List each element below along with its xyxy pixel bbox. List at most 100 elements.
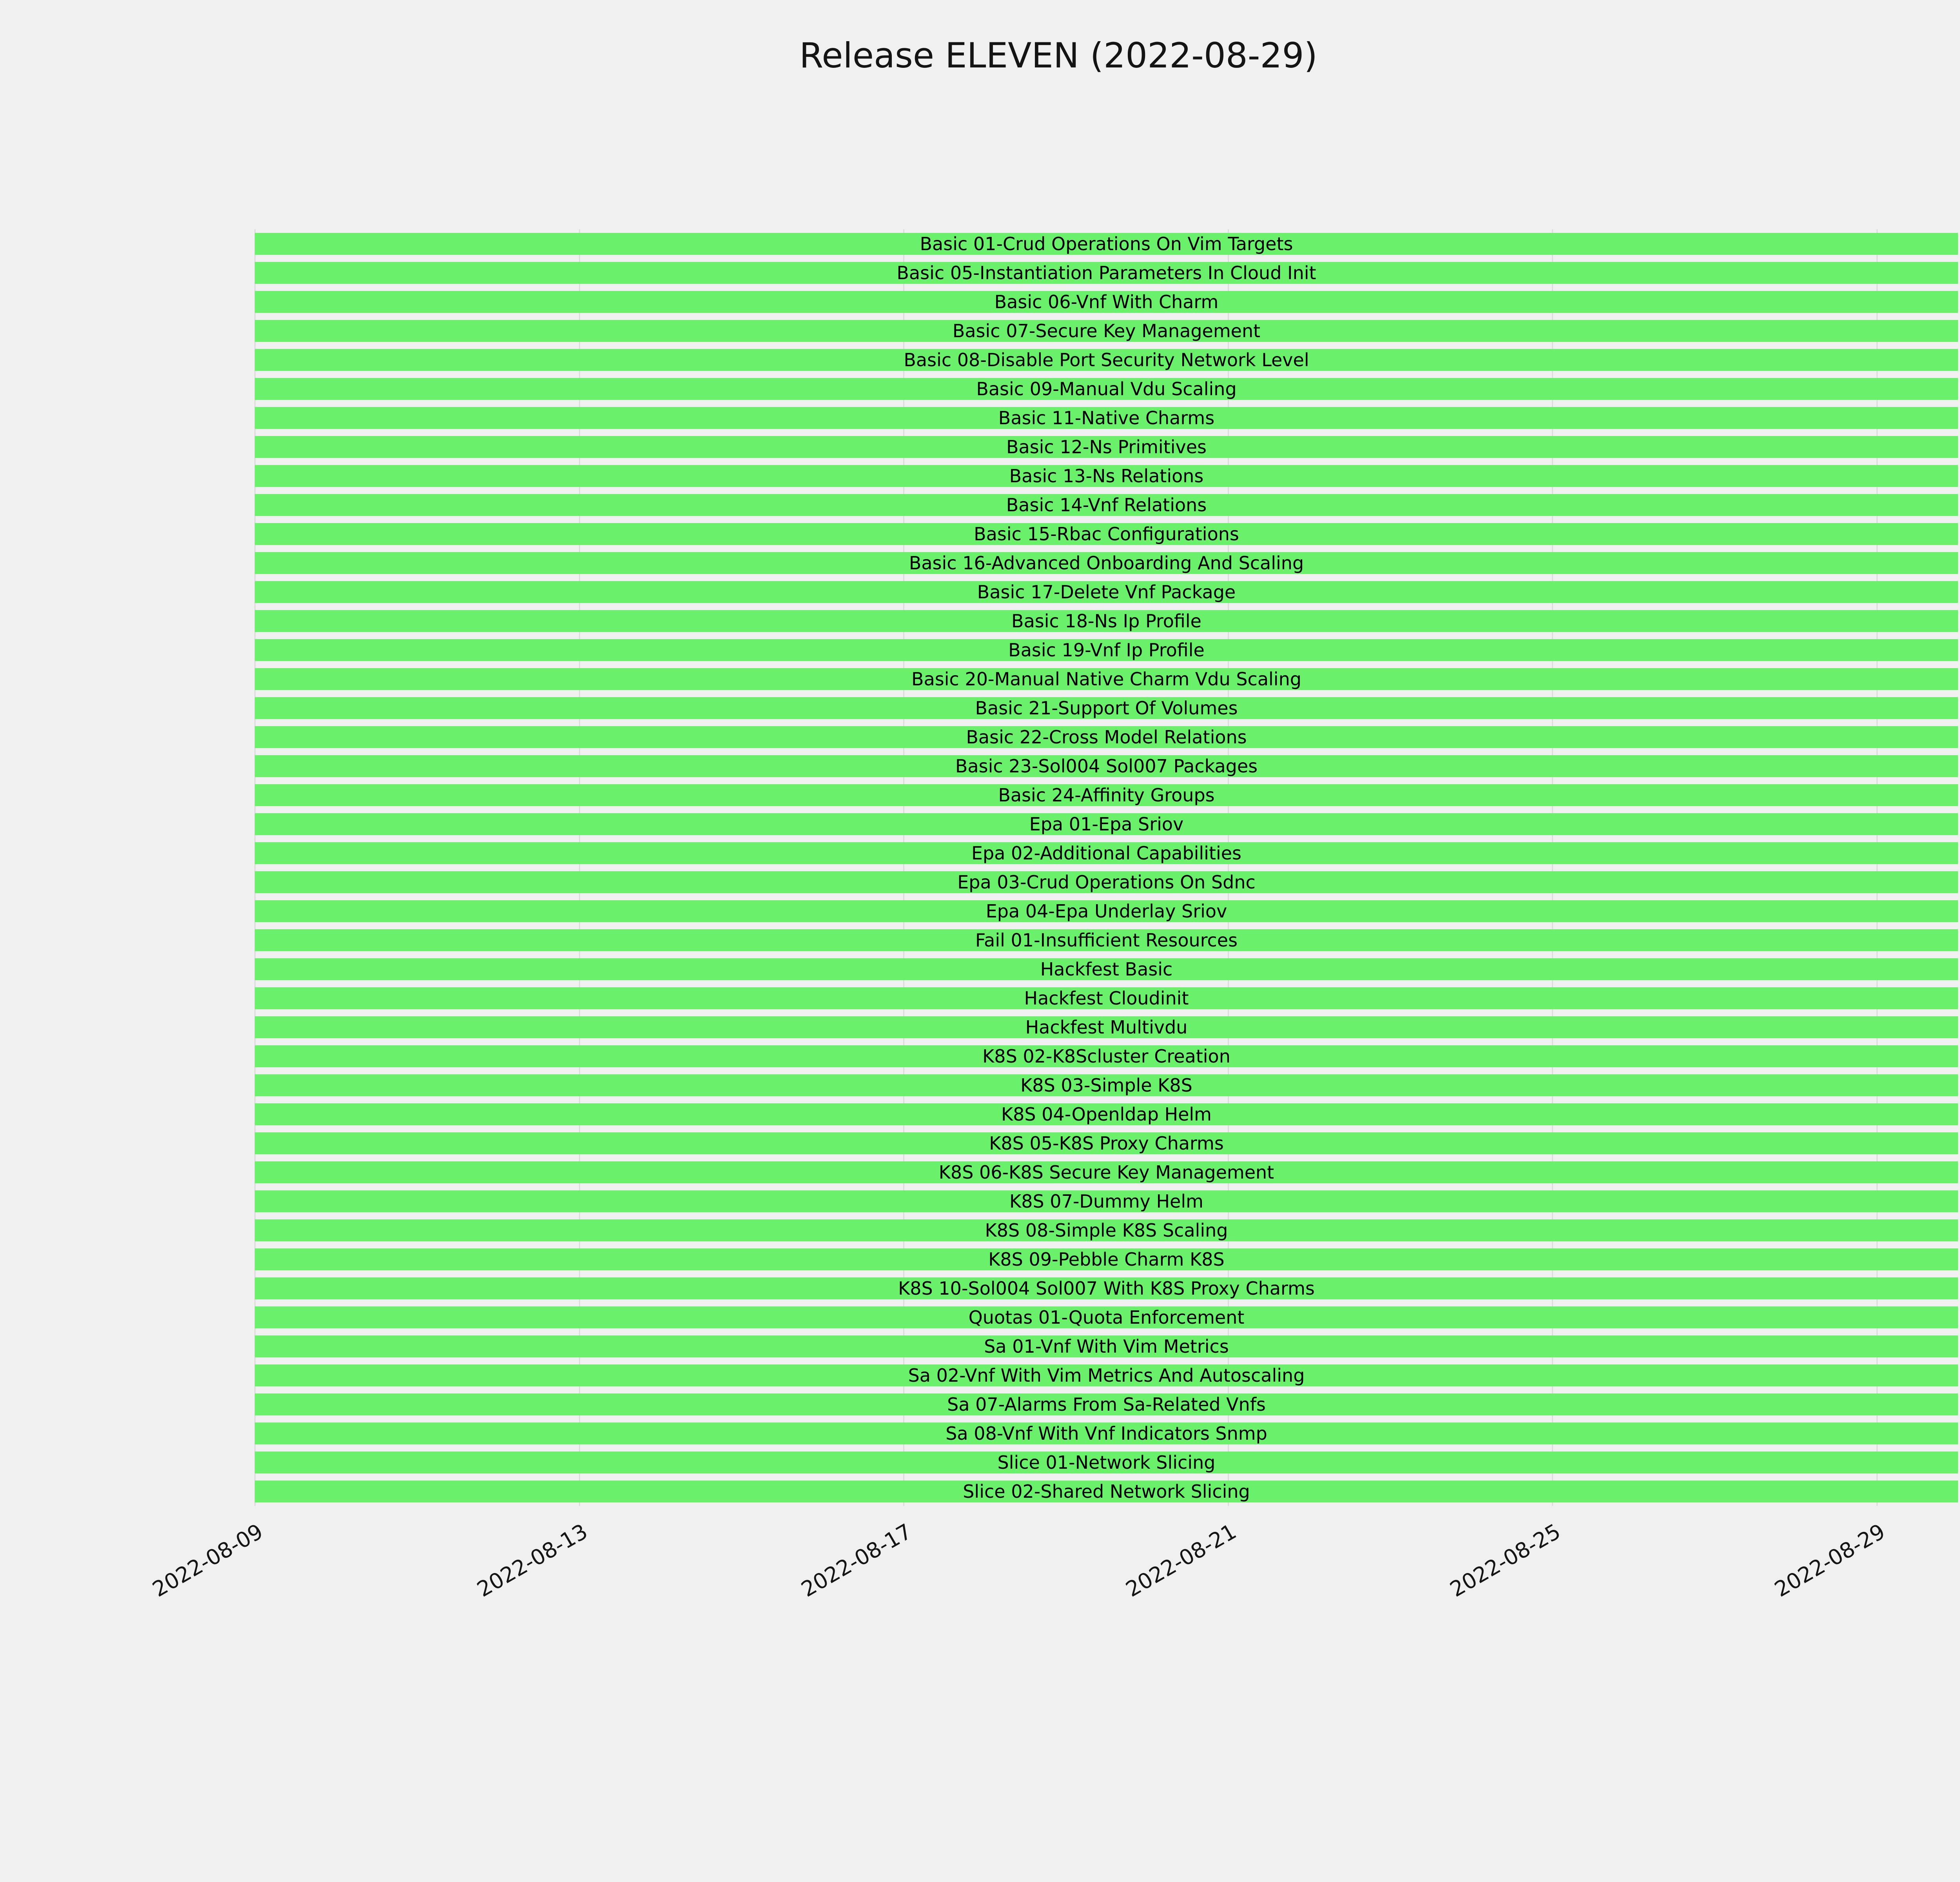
gantt-row: Basic 14-Vnf Relations bbox=[255, 490, 1958, 520]
gantt-bar: Sa 02-Vnf With Vim Metrics And Autoscali… bbox=[255, 1364, 1958, 1386]
gantt-row: Slice 01-Network Slicing bbox=[255, 1448, 1958, 1477]
gantt-bar: Epa 01-Epa Sriov bbox=[255, 813, 1958, 835]
gridlines bbox=[254, 229, 1958, 1506]
gantt-bar: K8S 08-Simple K8S Scaling bbox=[255, 1219, 1958, 1241]
gantt-bar: Basic 06-Vnf With Charm bbox=[255, 291, 1958, 313]
gantt-row: Sa 07-Alarms From Sa-Related Vnfs bbox=[255, 1390, 1958, 1419]
bar-label: Basic 16-Advanced Onboarding And Scaling bbox=[909, 552, 1304, 574]
gantt-bar: K8S 02-K8Scluster Creation bbox=[255, 1045, 1958, 1067]
bar-label: Epa 04-Epa Underlay Sriov bbox=[985, 901, 1227, 922]
gantt-bar: Basic 23-Sol004 Sol007 Packages bbox=[255, 755, 1958, 777]
gantt-row: Basic 11-Native Charms bbox=[255, 403, 1958, 432]
bar-label: Basic 22-Cross Model Relations bbox=[966, 727, 1247, 748]
bar-label: Basic 21-Support Of Volumes bbox=[975, 698, 1238, 719]
bar-label: Slice 01-Network Slicing bbox=[997, 1452, 1216, 1473]
gantt-bar: K8S 04-Openldap Helm bbox=[255, 1103, 1958, 1125]
bar-label: K8S 05-K8S Proxy Charms bbox=[989, 1133, 1224, 1154]
bar-label: K8S 08-Simple K8S Scaling bbox=[985, 1220, 1228, 1241]
bar-label: Basic 05-Instantiation Parameters In Clo… bbox=[897, 262, 1316, 283]
bar-label: K8S 09-Pebble Charm K8S bbox=[988, 1249, 1225, 1270]
gantt-row: Sa 02-Vnf With Vim Metrics And Autoscali… bbox=[255, 1361, 1958, 1390]
gantt-bar: Basic 16-Advanced Onboarding And Scaling bbox=[255, 552, 1958, 574]
gantt-row: K8S 08-Simple K8S Scaling bbox=[255, 1216, 1958, 1245]
gantt-bar: Basic 19-Vnf Ip Profile bbox=[255, 639, 1958, 661]
gantt-row: Hackfest Multivdu bbox=[255, 1013, 1958, 1042]
x-tick-text: 2022-08-17 bbox=[797, 1519, 916, 1602]
x-tick-text: 2022-08-09 bbox=[148, 1519, 267, 1602]
gantt-bar: Basic 20-Manual Native Charm Vdu Scaling bbox=[255, 668, 1958, 690]
gantt-row: Hackfest Cloudinit bbox=[255, 984, 1958, 1013]
bar-label: K8S 06-K8S Secure Key Management bbox=[938, 1162, 1274, 1183]
gantt-row: Slice 02-Shared Network Slicing bbox=[255, 1477, 1958, 1506]
gantt-row: Basic 23-Sol004 Sol007 Packages bbox=[255, 752, 1958, 781]
bar-label: Basic 13-Ns Relations bbox=[1009, 465, 1204, 487]
gantt-bar: Sa 01-Vnf With Vim Metrics bbox=[255, 1335, 1958, 1357]
gantt-row: Basic 24-Affinity Groups bbox=[255, 781, 1958, 810]
x-axis-ticks: 2022-08-09 2022-08-13 2022-08-17 2022-08-21… bbox=[148, 1513, 1958, 1682]
gantt-row: Basic 01-Crud Operations On Vim Targets bbox=[255, 229, 1958, 258]
bar-label: Epa 01-Epa Sriov bbox=[1029, 814, 1184, 835]
gantt-row: Sa 08-Vnf With Vnf Indicators Snmp bbox=[255, 1419, 1958, 1448]
bar-label: Sa 02-Vnf With Vim Metrics And Autoscali… bbox=[908, 1365, 1305, 1386]
gantt-row: Epa 04-Epa Underlay Sriov bbox=[255, 897, 1958, 926]
gantt-row: Basic 18-Ns Ip Profile bbox=[255, 607, 1958, 636]
plot-area: Basic 01-Crud Operations On Vim Targets B… bbox=[254, 229, 1958, 1506]
bar-label: Basic 20-Manual Native Charm Vdu Scaling bbox=[911, 669, 1301, 690]
chart-title: Release ELEVEN (2022-08-29) bbox=[799, 35, 1318, 76]
gridline bbox=[579, 229, 580, 1506]
x-tick-label: 2022-08-09 bbox=[148, 1519, 378, 1602]
bar-label: Basic 14-Vnf Relations bbox=[1006, 494, 1207, 516]
bar-label: K8S 04-Openldap Helm bbox=[1001, 1104, 1212, 1125]
gridline bbox=[903, 229, 905, 1506]
gantt-row: Sa 01-Vnf With Vim Metrics bbox=[255, 1332, 1958, 1361]
gantt-row: Epa 01-Epa Sriov bbox=[255, 810, 1958, 839]
gantt-bar: K8S 05-K8S Proxy Charms bbox=[255, 1132, 1958, 1154]
gantt-bar: Basic 01-Crud Operations On Vim Targets bbox=[255, 233, 1958, 255]
gantt-row: K8S 10-Sol004 Sol007 With K8S Proxy Char… bbox=[255, 1274, 1958, 1303]
gantt-row: Quotas 01-Quota Enforcement bbox=[255, 1303, 1958, 1332]
bar-label: Basic 11-Native Charms bbox=[998, 407, 1215, 429]
gantt-row: K8S 06-K8S Secure Key Management bbox=[255, 1158, 1958, 1187]
gantt-row: Epa 03-Crud Operations On Sdnc bbox=[255, 868, 1958, 897]
bar-label: Basic 17-Delete Vnf Package bbox=[977, 581, 1236, 603]
bar-label: Hackfest Cloudinit bbox=[1024, 988, 1189, 1009]
bar-label: K8S 07-Dummy Helm bbox=[1009, 1191, 1203, 1212]
gantt-bar: Hackfest Multivdu bbox=[255, 1016, 1958, 1038]
gantt-bar: Basic 24-Affinity Groups bbox=[255, 784, 1958, 806]
bar-label: K8S 10-Sol004 Sol007 With K8S Proxy Char… bbox=[898, 1278, 1315, 1299]
gantt-bar: Hackfest Cloudinit bbox=[255, 987, 1958, 1009]
gantt-row: Basic 16-Advanced Onboarding And Scaling bbox=[255, 549, 1958, 578]
x-tick-label: 2022-08-25 bbox=[1446, 1519, 1675, 1602]
bar-label: Basic 07-Secure Key Management bbox=[952, 320, 1261, 342]
gantt-bar: Basic 11-Native Charms bbox=[255, 407, 1958, 429]
gridline bbox=[1227, 229, 1229, 1506]
x-tick-text: 2022-08-13 bbox=[472, 1519, 592, 1602]
gantt-bar: Basic 12-Ns Primitives bbox=[255, 436, 1958, 458]
gantt-bar: Fail 01-Insufficient Resources bbox=[255, 929, 1958, 951]
bar-label: Hackfest Basic bbox=[1040, 959, 1173, 980]
gantt-bar: Quotas 01-Quota Enforcement bbox=[255, 1306, 1958, 1328]
x-tick-text: 2022-08-21 bbox=[1122, 1519, 1241, 1602]
gridline bbox=[1877, 229, 1878, 1506]
gantt-bar: Basic 09-Manual Vdu Scaling bbox=[255, 378, 1958, 400]
gantt-row: Basic 07-Secure Key Management bbox=[255, 316, 1958, 345]
gantt-bar: Basic 15-Rbac Configurations bbox=[255, 523, 1958, 545]
gantt-bar: Basic 22-Cross Model Relations bbox=[255, 726, 1958, 748]
bar-label: Basic 01-Crud Operations On Vim Targets bbox=[920, 233, 1293, 254]
gantt-row: Basic 09-Manual Vdu Scaling bbox=[255, 374, 1958, 403]
gantt-row: K8S 03-Simple K8S bbox=[255, 1071, 1958, 1100]
gantt-bar: Basic 05-Instantiation Parameters In Clo… bbox=[255, 262, 1958, 284]
bar-label: Basic 12-Ns Primitives bbox=[1006, 436, 1207, 458]
x-tick-text: 2022-08-29 bbox=[1770, 1519, 1889, 1602]
gantt-bar: Epa 04-Epa Underlay Sriov bbox=[255, 900, 1958, 922]
bar-label: Epa 03-Crud Operations On Sdnc bbox=[957, 872, 1256, 893]
gantt-row: K8S 07-Dummy Helm bbox=[255, 1187, 1958, 1216]
gantt-bar: Basic 08-Disable Port Security Network L… bbox=[255, 349, 1958, 371]
bar-label: Basic 08-Disable Port Security Network L… bbox=[904, 349, 1309, 371]
gantt-row: Fail 01-Insufficient Resources bbox=[255, 926, 1958, 955]
gantt-bar: Basic 07-Secure Key Management bbox=[255, 320, 1958, 342]
gantt-row: Basic 22-Cross Model Relations bbox=[255, 723, 1958, 752]
bar-label: Sa 07-Alarms From Sa-Related Vnfs bbox=[947, 1394, 1266, 1415]
x-tick-text: 2022-08-25 bbox=[1446, 1519, 1565, 1602]
gantt-row: Basic 06-Vnf With Charm bbox=[255, 287, 1958, 316]
